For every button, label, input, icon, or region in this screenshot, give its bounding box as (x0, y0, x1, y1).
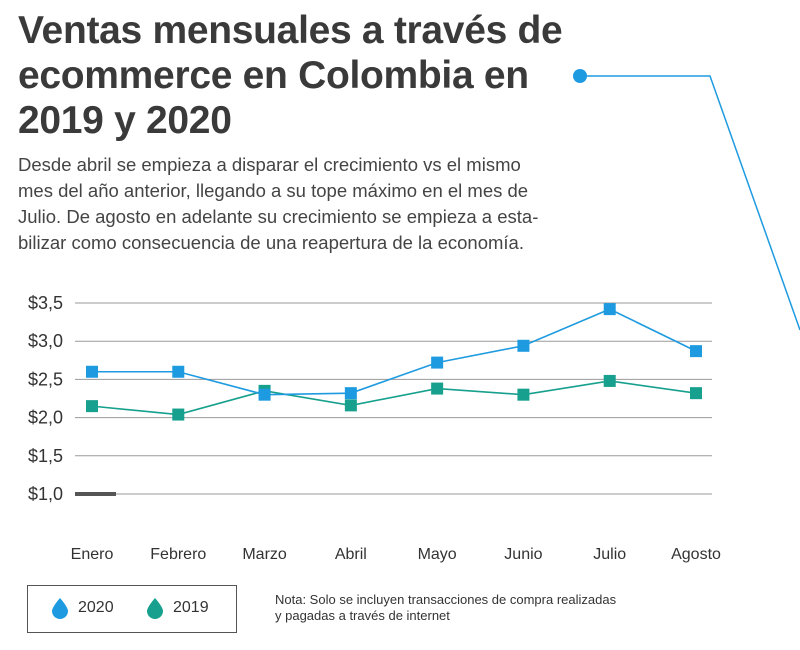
data-point-2020 (431, 356, 444, 369)
series-lines (91, 308, 697, 416)
x-tick-label: Marzo (242, 546, 287, 563)
footnote: Nota: Solo se incluyen transacciones de … (275, 592, 695, 624)
y-tick-label: $2,0 (28, 408, 63, 428)
drop-icon (147, 598, 163, 619)
callout-connector (573, 69, 800, 331)
data-point-2020 (690, 345, 702, 358)
title-line-1: Ventas mensuales a través de (18, 9, 563, 52)
y-tick-label: $3,5 (28, 293, 63, 313)
data-point-2020 (517, 339, 530, 352)
x-tick-label: Junio (504, 546, 542, 563)
x-tick-label: Mayo (418, 546, 457, 563)
callout-line (580, 75, 800, 331)
subtitle-line-2: mes del año anterior, llegando a su tope… (18, 180, 529, 201)
y-axis: $1,0 $1,5 $2,0 $2,5 $3,0 $3,5 (28, 293, 63, 504)
data-point-2020 (344, 387, 357, 400)
y-tick-label: $3,0 (28, 331, 63, 351)
footnote-line-1: Nota: Solo se incluyen transacciones de … (275, 592, 617, 607)
x-tick-label: Julio (593, 546, 626, 563)
legend-item-2019: 2019 (145, 597, 209, 619)
y-tick-label: $1,5 (28, 446, 63, 466)
data-point-2020 (86, 365, 98, 378)
legend: 2020 2019 (27, 585, 237, 633)
footnote-line-2: y pagadas a través de internet (275, 608, 450, 623)
data-point-2019 (431, 382, 444, 395)
x-tick-label: Abril (335, 546, 367, 563)
title-line-3: 2019 y 2020 (18, 99, 232, 142)
series-line-2020 (92, 308, 697, 396)
y-tick-label: $2,5 (28, 369, 63, 389)
subtitle-line-4: bilizar como consecuencia de una reapert… (18, 232, 524, 253)
data-point-2019 (603, 374, 616, 387)
data-point-2019 (172, 408, 185, 421)
data-point-2020 (603, 303, 616, 316)
data-point-2020 (172, 365, 185, 378)
title-line-2: ecommerce en Colombia en (18, 54, 529, 97)
data-point-2019 (690, 387, 702, 400)
subtitle-line-1: Desde abril se empieza a disparar el cre… (18, 154, 521, 175)
data-point-2019 (86, 400, 98, 413)
chart-gridlines (75, 302, 712, 496)
series-points (86, 303, 702, 421)
series-line-2019 (91, 380, 697, 416)
drop-icon (52, 598, 68, 619)
data-point-2019 (344, 399, 357, 412)
subtitle-line-3: Julio. De agosto en adelante su crecimie… (18, 206, 539, 227)
x-axis: Enero Febrero Marzo Abril Mayo Junio Julio Agos… (71, 546, 721, 563)
data-point-2019 (517, 388, 530, 401)
x-tick-label: Enero (71, 546, 114, 563)
legend-label-2019: 2019 (173, 599, 209, 616)
data-point-2020 (258, 388, 271, 401)
legend-label-2020: 2020 (78, 599, 114, 616)
chart-subtitle: Desde abril se empieza a disparar el cre… (18, 152, 658, 256)
chart-title: Ventas mensuales a través de ecommerce e… (18, 8, 618, 143)
legend-item-2020: 2020 (50, 597, 114, 619)
y-tick-label: $1,0 (28, 484, 63, 504)
x-tick-label: Agosto (671, 546, 721, 563)
x-tick-label: Febrero (150, 546, 206, 563)
callout-dot (573, 69, 587, 83)
